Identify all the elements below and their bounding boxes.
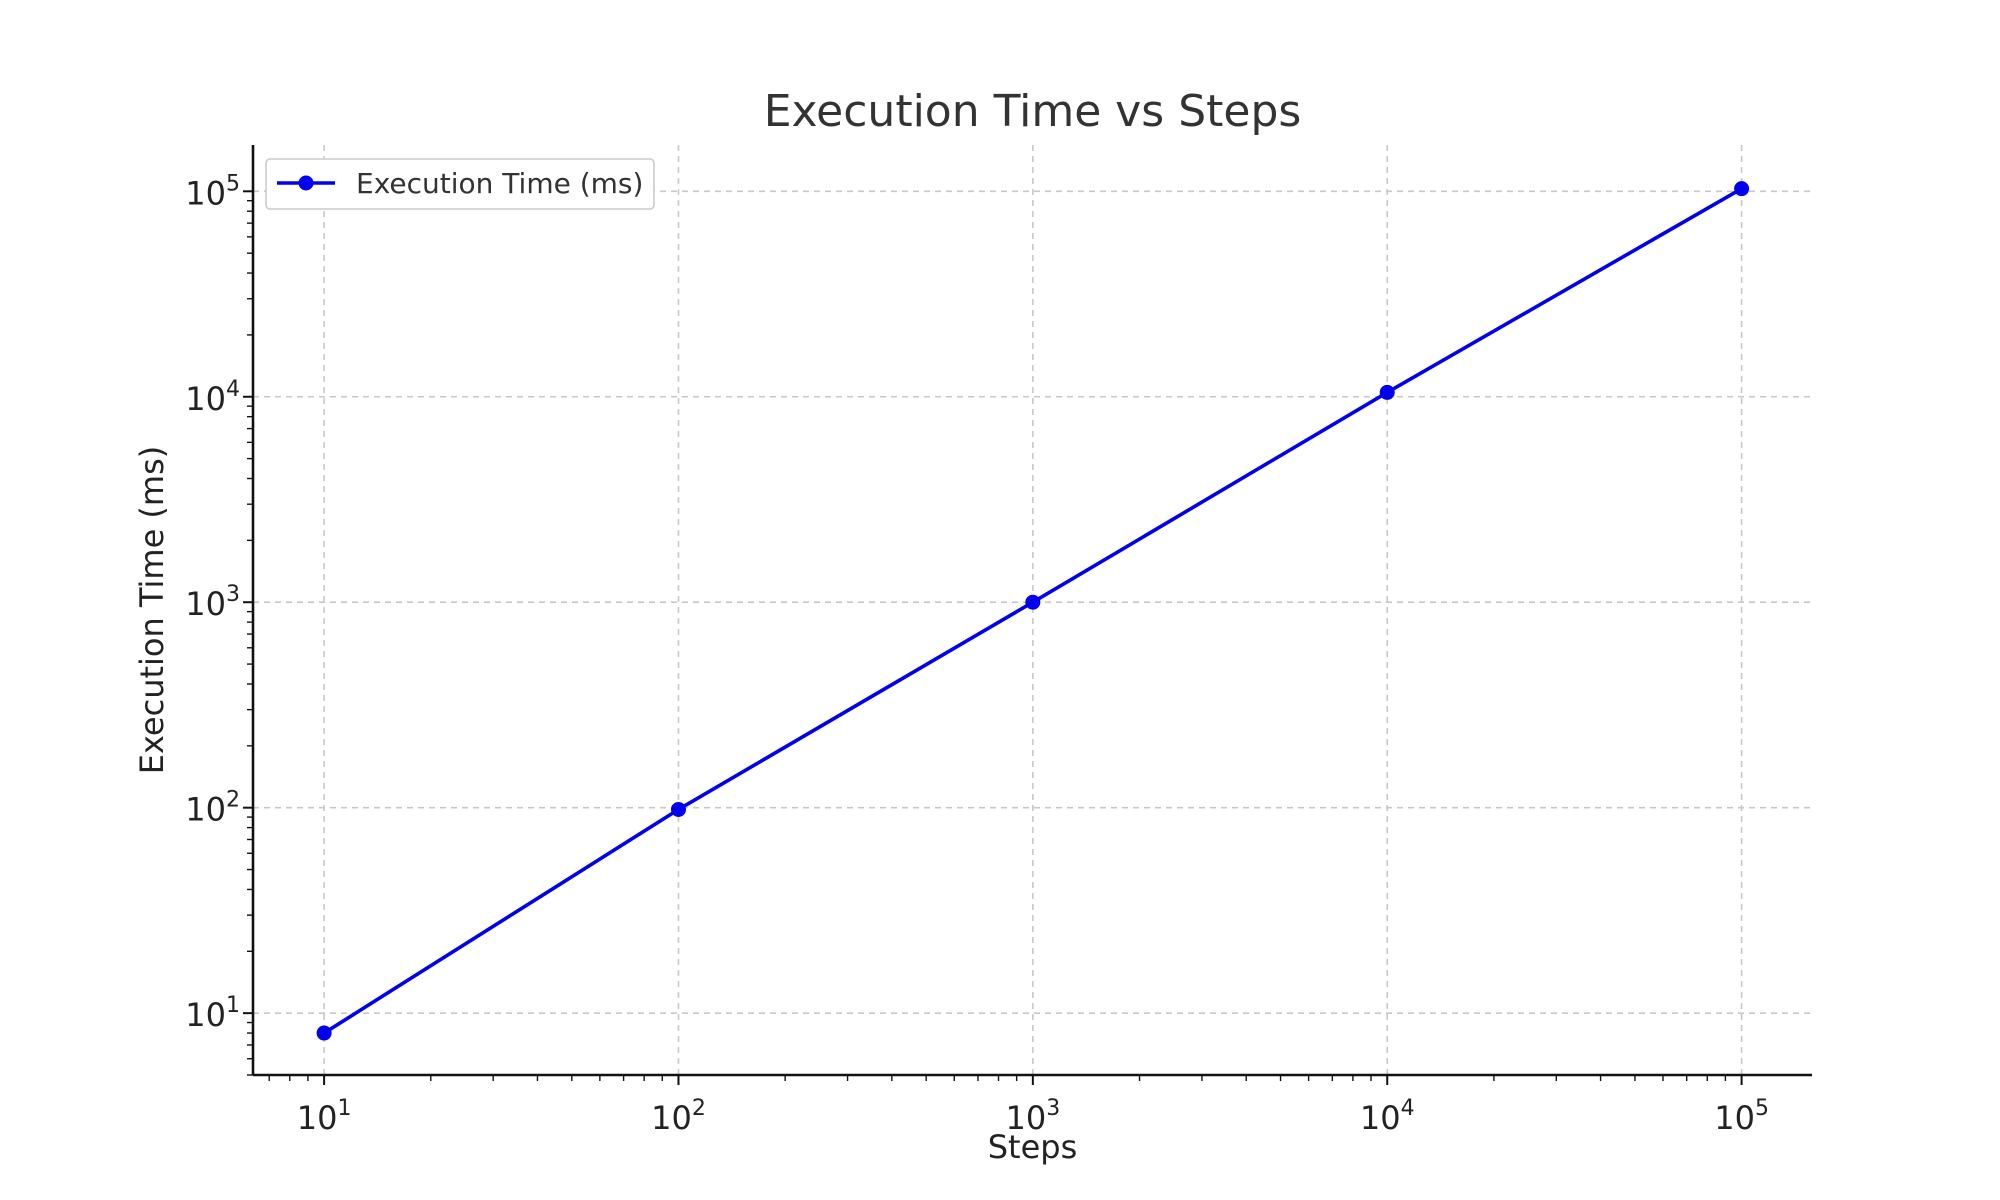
legend: Execution Time (ms) (265, 158, 655, 210)
axis-ticks (243, 190, 1743, 1085)
y-tick-label-3: 104 (185, 377, 240, 418)
x-tick-label-3: 104 (1360, 1096, 1415, 1137)
x-tick-label-1: 102 (651, 1096, 706, 1137)
legend-entry-label: Execution Time (ms) (356, 167, 643, 200)
y-tick-label-base: 10 (185, 174, 226, 212)
data-point-0 (316, 1025, 332, 1041)
y-tick-label-exponent: 5 (226, 171, 240, 196)
x-tick-label-exponent: 4 (1401, 1096, 1415, 1121)
grid-lines (253, 145, 1812, 1075)
y-tick-label-exponent: 2 (226, 788, 240, 813)
y-tick-label-exponent: 1 (226, 993, 240, 1018)
x-tick-label-exponent: 5 (1755, 1096, 1769, 1121)
x-tick-label-4: 105 (1714, 1096, 1769, 1137)
y-axis-label: Execution Time (ms) (133, 446, 171, 775)
y-tick-label-exponent: 3 (226, 582, 240, 607)
y-tick-label-exponent: 4 (226, 377, 240, 402)
x-tick-label-base: 10 (1360, 1099, 1401, 1137)
y-tick-label-4: 105 (185, 171, 240, 212)
data-point-2 (1025, 594, 1041, 610)
series-layer (316, 181, 1750, 1041)
x-tick-label-base: 10 (1005, 1099, 1046, 1137)
y-tick-label-2: 103 (185, 582, 240, 623)
y-tick-label-1: 102 (185, 788, 240, 829)
data-point-4 (1734, 181, 1750, 197)
y-tick-label-base: 10 (185, 791, 226, 829)
data-point-3 (1379, 384, 1395, 400)
chart-title: Execution Time vs Steps (764, 86, 1302, 137)
x-tick-label-2: 103 (1005, 1096, 1060, 1137)
x-tick-label-exponent: 3 (1046, 1096, 1060, 1121)
x-tick-label-base: 10 (1714, 1099, 1755, 1137)
x-tick-label-base: 10 (651, 1099, 692, 1137)
legend-box (265, 158, 655, 210)
axis-spines (251, 145, 1812, 1077)
x-axis-label: Steps (988, 1128, 1078, 1166)
x-tick-label-exponent: 2 (692, 1096, 706, 1121)
y-tick-label-base: 10 (185, 996, 226, 1034)
x-tick-label-0: 101 (297, 1096, 352, 1137)
legend-marker-swatch (298, 175, 314, 191)
data-point-1 (670, 801, 686, 817)
x-tick-label-base: 10 (297, 1099, 338, 1137)
x-tick-label-exponent: 1 (337, 1096, 351, 1121)
y-tick-label-0: 101 (185, 993, 240, 1034)
y-tick-label-base: 10 (185, 585, 226, 623)
y-tick-label-base: 10 (185, 380, 226, 418)
